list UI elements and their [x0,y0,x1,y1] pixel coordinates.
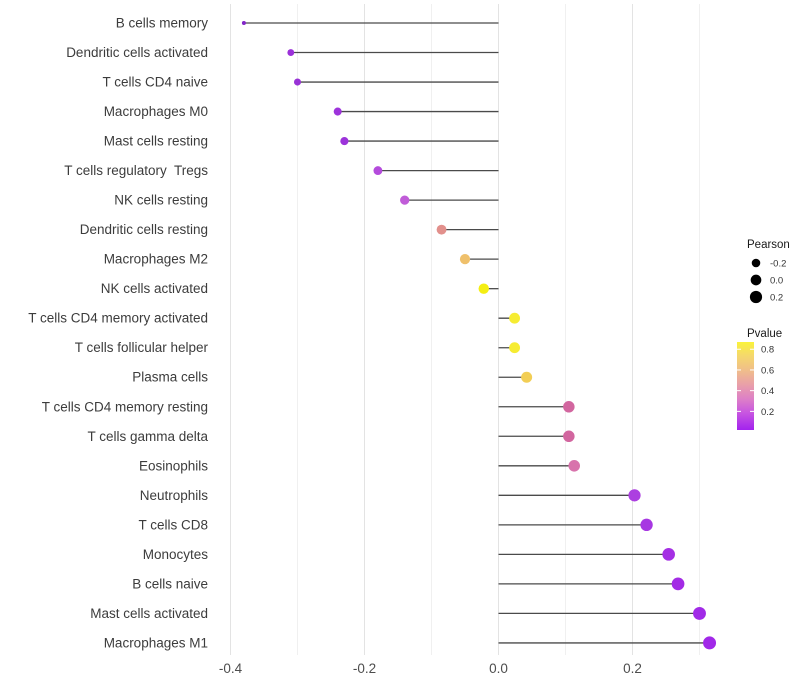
size-legend-items: -0.2 0.0 0.2 [749,258,786,304]
lollipop-dot [436,224,447,235]
lollipop-dot [563,401,575,413]
size-legend-dot [751,258,761,268]
lollipop-dot [521,371,533,383]
lollipop-dot [333,107,342,116]
x-axis-labels: -0.4 -0.2 0.0 0.2 [219,661,642,676]
colorbar-tick-label: 0.4 [761,386,774,397]
category-label: T cells CD4 memory resting [42,399,208,414]
size-legend-dot [750,274,762,286]
category-label: Dendritic cells activated [66,45,208,60]
y-axis-labels: B cells memory Dendritic cells activated T… [28,16,208,651]
category-label: Neutrophils [140,488,209,503]
lollipop-dot [671,577,685,591]
lollipop-dot [340,136,349,146]
category-label: Plasma cells [132,370,208,385]
x-tick-label: 0.2 [623,661,642,676]
lollipop-dot [400,195,410,205]
category-label: Macrophages M2 [104,252,208,267]
size-legend-label: -0.2 [770,259,786,270]
category-label: Macrophages M0 [104,104,208,119]
lollipop-dot [563,430,575,443]
category-label: T cells follicular helper [75,340,209,355]
category-label: T cells CD4 memory activated [28,311,208,326]
color-legend-title: Pvalue [747,328,782,340]
lollipop-dot [287,49,295,56]
dot-layer [241,21,717,650]
size-legend-label: 0.0 [770,276,783,287]
lollipop-dot [703,636,717,650]
category-label: B cells naive [132,576,208,591]
colorbar-ticks: 0.8 0.6 0.4 0.2 [737,345,774,418]
grid-layer [230,4,700,655]
lollipop-dot [241,21,246,25]
category-label: T cells regulatory Tregs [64,163,208,178]
category-label: T cells gamma delta [87,429,208,444]
colorbar-tick-label: 0.8 [761,345,774,356]
colorbar-tick-label: 0.2 [761,407,774,418]
size-legend-title: Pearson [747,239,790,251]
lollipop-dot [640,518,653,532]
category-label: Monocytes [143,547,209,562]
x-tick-label: -0.4 [219,661,243,676]
lollipop-dot [693,606,706,620]
category-label: T cells CD8 [138,517,208,532]
category-label: Eosinophils [139,458,208,473]
x-tick-label: 0.0 [489,661,508,676]
category-label: T cells CD4 naive [102,75,208,90]
category-label: Mast cells activated [90,606,208,621]
category-label: NK cells activated [101,281,208,296]
category-label: Mast cells resting [104,134,208,149]
lollipop-dot [662,548,675,561]
category-label: B cells memory [116,16,209,31]
size-legend-dot [749,290,763,304]
lollipop-dot [293,78,302,86]
category-label: Dendritic cells resting [80,222,208,237]
category-label: NK cells resting [114,193,208,208]
x-tick-label: -0.2 [353,661,376,676]
category-label: Macrophages M1 [104,635,208,650]
lollipop-dot [478,283,489,294]
lollipop-dot [628,489,641,502]
size-legend-label: 0.2 [770,293,783,304]
lollipop-dot [568,460,581,472]
segment-layer [243,22,710,644]
lollipop-dot [509,312,521,324]
legend: Pearson -0.2 0.0 0.2 Pvalue 0.8 0.6 0.4 0.2 [737,239,790,430]
lollipop-dot [373,166,383,176]
lollipop-dot [459,254,471,265]
colorbar-tick-label: 0.6 [761,365,774,376]
lollipop-dot [509,342,521,354]
pvalue-colorbar [737,342,754,430]
